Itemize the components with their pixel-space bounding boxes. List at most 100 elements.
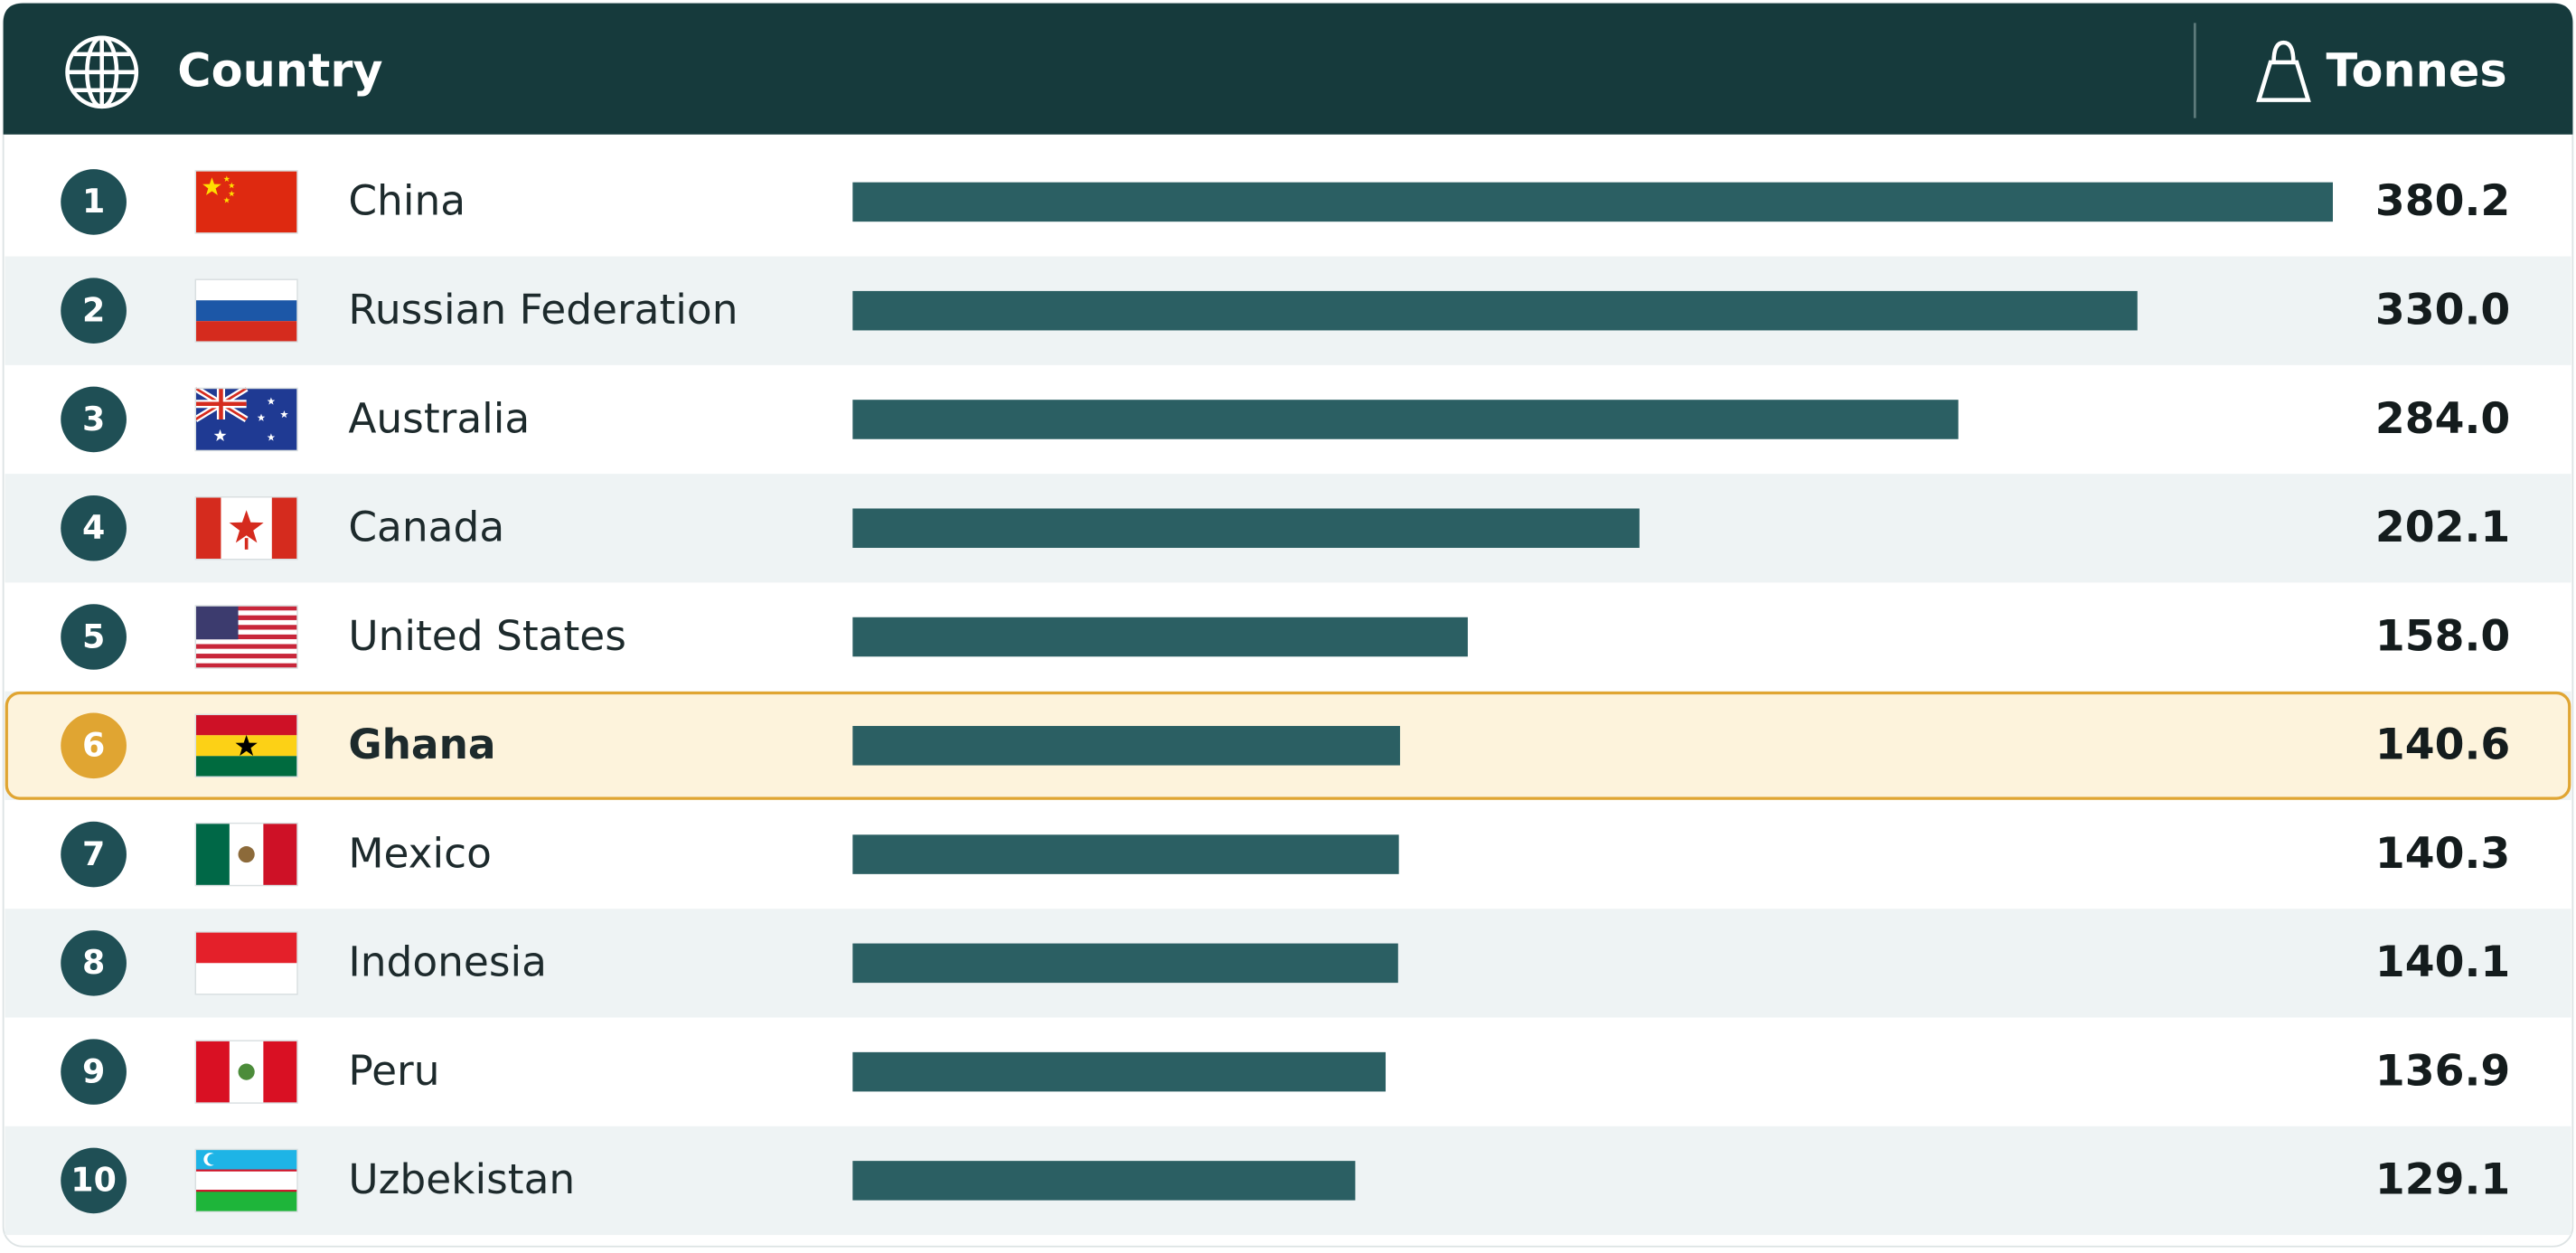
rank-label: 3 [82,400,105,438]
rank-badge [61,930,127,996]
flag-border [194,170,298,234]
country-label: Australia [348,394,530,442]
rank-badge [61,386,127,453]
flag-border [194,713,298,777]
flag-cross [195,388,247,419]
flag [194,278,298,343]
rank-badge [61,821,127,888]
flag-stripe [195,279,297,301]
flag-star [228,182,235,189]
bar [852,400,1959,439]
rank-label: 7 [82,834,105,873]
flag-star [228,190,235,197]
flag-star [280,410,288,419]
bar [852,943,1398,984]
country-label: Russian Federation [348,286,738,334]
country-label: Uzbekistan [348,1155,575,1203]
flag-stripe [195,963,297,994]
flag-border [194,387,298,452]
country-label: Peru [348,1047,439,1095]
flag-stripe [195,639,297,645]
flag-border [194,278,298,343]
flag-canton [195,606,239,640]
flag-border [194,822,298,887]
flag-stripe [195,823,230,886]
header-bar [3,3,2573,135]
flag-stripe [195,1041,230,1104]
flag-leaf [229,510,264,543]
flag-stripe [195,615,297,620]
flag-stripe [195,756,297,777]
country-label: Canada [348,504,504,551]
value-label: 330.0 [2375,286,2510,335]
bar [852,1161,1356,1201]
flag [194,822,298,887]
flag-stripe [195,625,297,630]
bar [852,290,2138,331]
flag-star [223,196,230,203]
flag-stripe [263,823,297,886]
flag [193,385,298,452]
bar [852,617,1468,657]
bar [852,508,1640,549]
rank-badge [61,712,127,779]
rank-label: 6 [82,726,105,765]
flag [194,170,298,234]
value-label: 136.9 [2375,1046,2510,1096]
category-header: Country [177,44,382,98]
flag-border [194,931,298,995]
value-label: 284.0 [2375,394,2510,444]
flag-border [194,496,298,561]
flag-stripe [195,300,297,322]
country-label: Mexico [348,829,492,877]
flag-stem [244,538,249,550]
flag-stripe [271,496,297,560]
rank-label: 8 [82,943,105,982]
value-label: 140.6 [2375,721,2510,770]
flag-border [194,1148,298,1213]
flag-border [194,1040,298,1104]
rank-label: 10 [71,1161,117,1200]
flag-star [202,177,221,195]
flag [194,713,298,777]
bar [852,726,1400,766]
flag [194,605,298,669]
rank-label: 2 [82,291,105,330]
flag-star [213,429,227,441]
flag-star [223,175,230,182]
flag-stripe [195,644,297,649]
flag-stripe [195,629,297,635]
value-label: 140.1 [2375,937,2510,987]
globe-icon [65,35,139,109]
flag-stripe [195,634,297,640]
value-label: 380.2 [2375,176,2510,226]
flag-stripe [195,321,297,343]
weight-icon [2256,40,2311,102]
flag-stripe [195,1170,297,1192]
flag-fimbriation [195,1169,297,1172]
flag-star [267,397,276,405]
flag-crescent [207,1154,219,1165]
bar [852,1051,1387,1092]
flag [194,496,298,561]
flag-stripe [263,1041,297,1104]
flag-stripe [195,1191,297,1212]
rank-badge [61,604,127,670]
rank-badge [61,495,127,561]
flag-stripe [195,610,297,616]
flag-stripe [195,496,221,560]
rank-label: 5 [82,617,105,655]
flag-field [195,170,297,233]
bar [852,182,2333,222]
flag-star [267,433,276,441]
flag-stripe [195,648,297,655]
flag-emblem [238,1063,255,1080]
flag-stripe [195,619,297,626]
rank-badge [61,169,127,235]
bar [852,834,1399,874]
value-label: 129.1 [2375,1155,2510,1205]
value-header: Tonnes [2327,44,2507,98]
rank-label: 4 [82,508,105,547]
